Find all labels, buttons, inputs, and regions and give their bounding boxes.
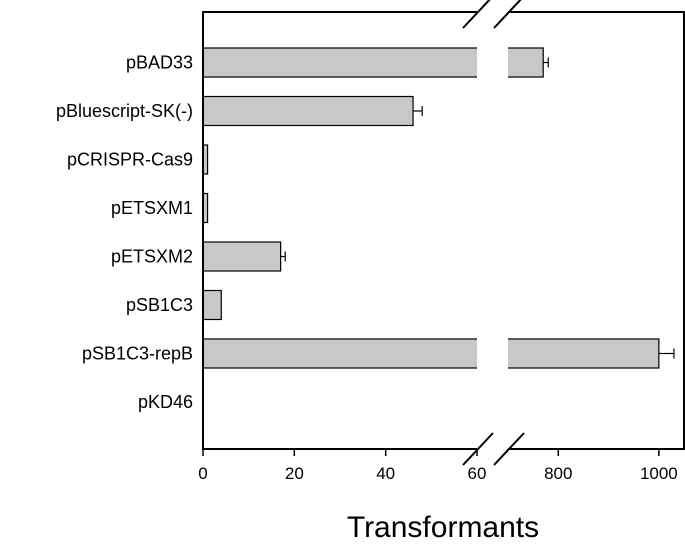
category-label: pBluescript-SK(-) (56, 101, 193, 121)
bar (202, 241, 282, 272)
bar (202, 95, 414, 127)
bar (202, 338, 660, 369)
x-tick-label: 0 (198, 464, 207, 483)
x-tick-label: 20 (285, 464, 304, 483)
x-tick-label: 60 (468, 464, 487, 483)
bar (202, 289, 222, 321)
x-ticks: 0 20 40 60 800 1000 (198, 449, 678, 483)
x-axis-title: Transformants (347, 511, 539, 544)
category-labels: pBAD33 pBluescript-SK(-) pCRISPR-Cas9 pETSX… (56, 53, 193, 413)
category-label: pBAD33 (126, 53, 193, 73)
axis-break-slash (462, 432, 494, 466)
x-tick-label: 800 (544, 464, 572, 483)
axis-break-gaps (477, 13, 508, 448)
category-label: pSB1C3-repB (82, 344, 193, 364)
category-label: pETSXM1 (111, 198, 193, 218)
axis-break-slash (493, 432, 525, 466)
axis-break-slash (462, 0, 491, 29)
category-label: pSB1C3 (126, 295, 193, 315)
x-tick-label: 40 (376, 464, 395, 483)
category-label: pETSXM2 (111, 247, 193, 267)
axis-break-slash (493, 0, 522, 29)
x-tick-label: 1000 (640, 464, 678, 483)
plot-area (202, 0, 685, 466)
bars-layer (202, 47, 660, 369)
plot-frame (202, 11, 685, 450)
error-bars-layer (280, 57, 675, 359)
category-label: pKD46 (138, 392, 193, 412)
category-label: pCRISPR-Cas9 (67, 150, 193, 170)
axis-gap (477, 13, 508, 448)
axis-break-marks (462, 0, 525, 466)
